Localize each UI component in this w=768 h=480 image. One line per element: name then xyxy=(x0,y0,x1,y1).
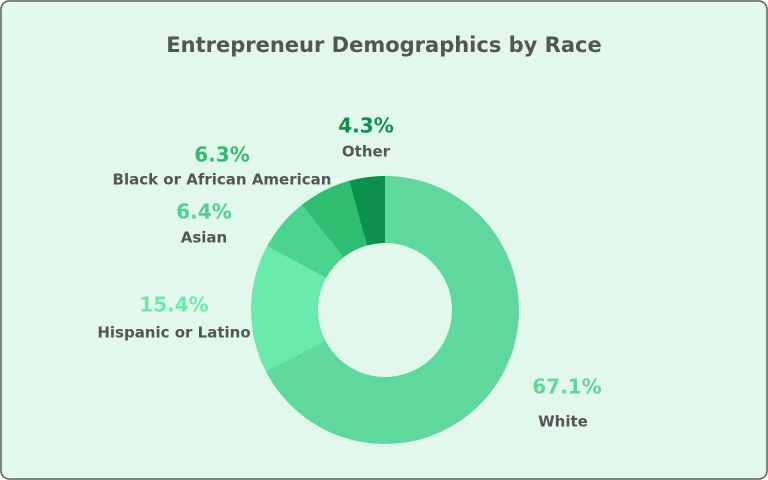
chart-title: Entrepreneur Demographics by Race xyxy=(166,33,601,57)
value-label: 6.4% xyxy=(176,200,231,224)
slice xyxy=(349,176,385,246)
category-label: Other xyxy=(342,143,391,161)
slice xyxy=(267,204,344,279)
category-label: Black or African American xyxy=(113,171,332,189)
value-label: 4.3% xyxy=(338,114,393,138)
value-label: 6.3% xyxy=(194,143,249,167)
slice xyxy=(265,176,519,445)
category-label: Hispanic or Latino xyxy=(97,324,250,342)
slice xyxy=(251,246,327,372)
category-label: Asian xyxy=(181,229,227,247)
value-label: 15.4% xyxy=(139,293,208,317)
slice xyxy=(301,180,368,258)
value-label: 67.1% xyxy=(532,375,601,399)
category-label: White xyxy=(538,413,588,431)
